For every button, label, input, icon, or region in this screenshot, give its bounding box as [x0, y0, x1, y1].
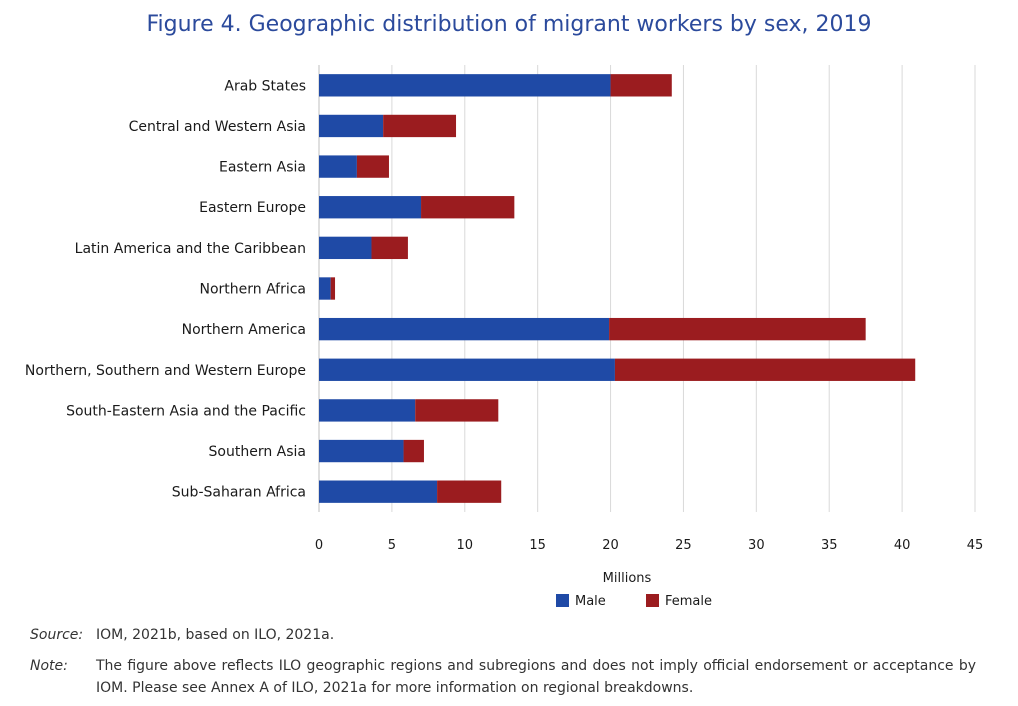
source-text: IOM, 2021b, based on ILO, 2021a.: [96, 627, 335, 643]
legend-label: Female: [665, 594, 712, 609]
bar-female: [437, 480, 502, 503]
bar-female: [610, 74, 672, 97]
source-label: Source:: [30, 627, 84, 643]
bar-female: [356, 155, 389, 178]
bar-male: [319, 74, 611, 97]
legend-swatch: [556, 594, 569, 607]
bar-male: [319, 114, 384, 138]
bar-male: [319, 277, 331, 300]
x-tick-label: 0: [315, 538, 323, 553]
x-axis-title: Millions: [603, 571, 652, 586]
bar-female: [383, 114, 457, 138]
bar-male: [319, 317, 610, 341]
note-text: The figure above reflects ILO geographic…: [96, 658, 976, 696]
bar-female: [403, 439, 424, 463]
x-tick-label: 15: [529, 538, 546, 553]
category-label: Northern Africa: [199, 282, 306, 298]
legend-swatch: [646, 594, 659, 607]
bar-female: [371, 236, 408, 260]
category-label: Central and Western Asia: [129, 119, 306, 135]
bar-male: [319, 358, 615, 381]
chart-title: Figure 4. Geographic distribution of mig…: [146, 12, 872, 37]
category-label: South-Eastern Asia and the Pacific: [66, 403, 306, 419]
category-label: Eastern Asia: [219, 160, 306, 176]
bar-male: [319, 196, 422, 219]
category-label: Sub-Saharan Africa: [172, 485, 306, 501]
category-label: Arab States: [224, 78, 306, 94]
bar-male: [319, 399, 416, 422]
bar-female: [330, 277, 336, 300]
legend: Male Female: [556, 594, 712, 609]
category-label: Northern America: [182, 322, 306, 338]
bar-male: [319, 155, 357, 178]
x-tick-label: 25: [675, 538, 692, 553]
category-label: Latin America and the Caribbean: [75, 241, 306, 257]
source-note: Source: IOM, 2021b, based on ILO, 2021a.: [30, 624, 980, 646]
figure-note: Note: The figure above reflects ILO geogr…: [30, 655, 980, 699]
bar-female: [614, 358, 916, 381]
bar-chart: Arab States Central and Western Asia Easte…: [25, 65, 983, 609]
legend-label: Male: [575, 594, 606, 609]
x-tick-label: 45: [967, 538, 984, 553]
x-tick-label: 40: [894, 538, 911, 553]
x-tick-label: 35: [821, 538, 838, 553]
x-tick-labels: 0 5 10 15 20 25 30 35 40 45: [315, 538, 983, 553]
category-label: Northern, Southern and Western Europe: [25, 363, 306, 379]
note-label: Note:: [30, 658, 68, 674]
x-tick-label: 30: [748, 538, 765, 553]
x-tick-label: 20: [602, 538, 619, 553]
category-label: Southern Asia: [209, 444, 306, 460]
bar-series: [319, 74, 916, 503]
bar-male: [319, 480, 438, 503]
bar-male: [319, 236, 372, 260]
category-label: Eastern Europe: [199, 200, 306, 216]
x-tick-label: 10: [457, 538, 474, 553]
x-tick-label: 5: [388, 538, 396, 553]
category-labels: Arab States Central and Western Asia Easte…: [25, 78, 306, 500]
bar-female: [609, 317, 866, 341]
bar-female: [415, 399, 499, 422]
bar-female: [421, 196, 515, 219]
bar-male: [319, 439, 404, 463]
